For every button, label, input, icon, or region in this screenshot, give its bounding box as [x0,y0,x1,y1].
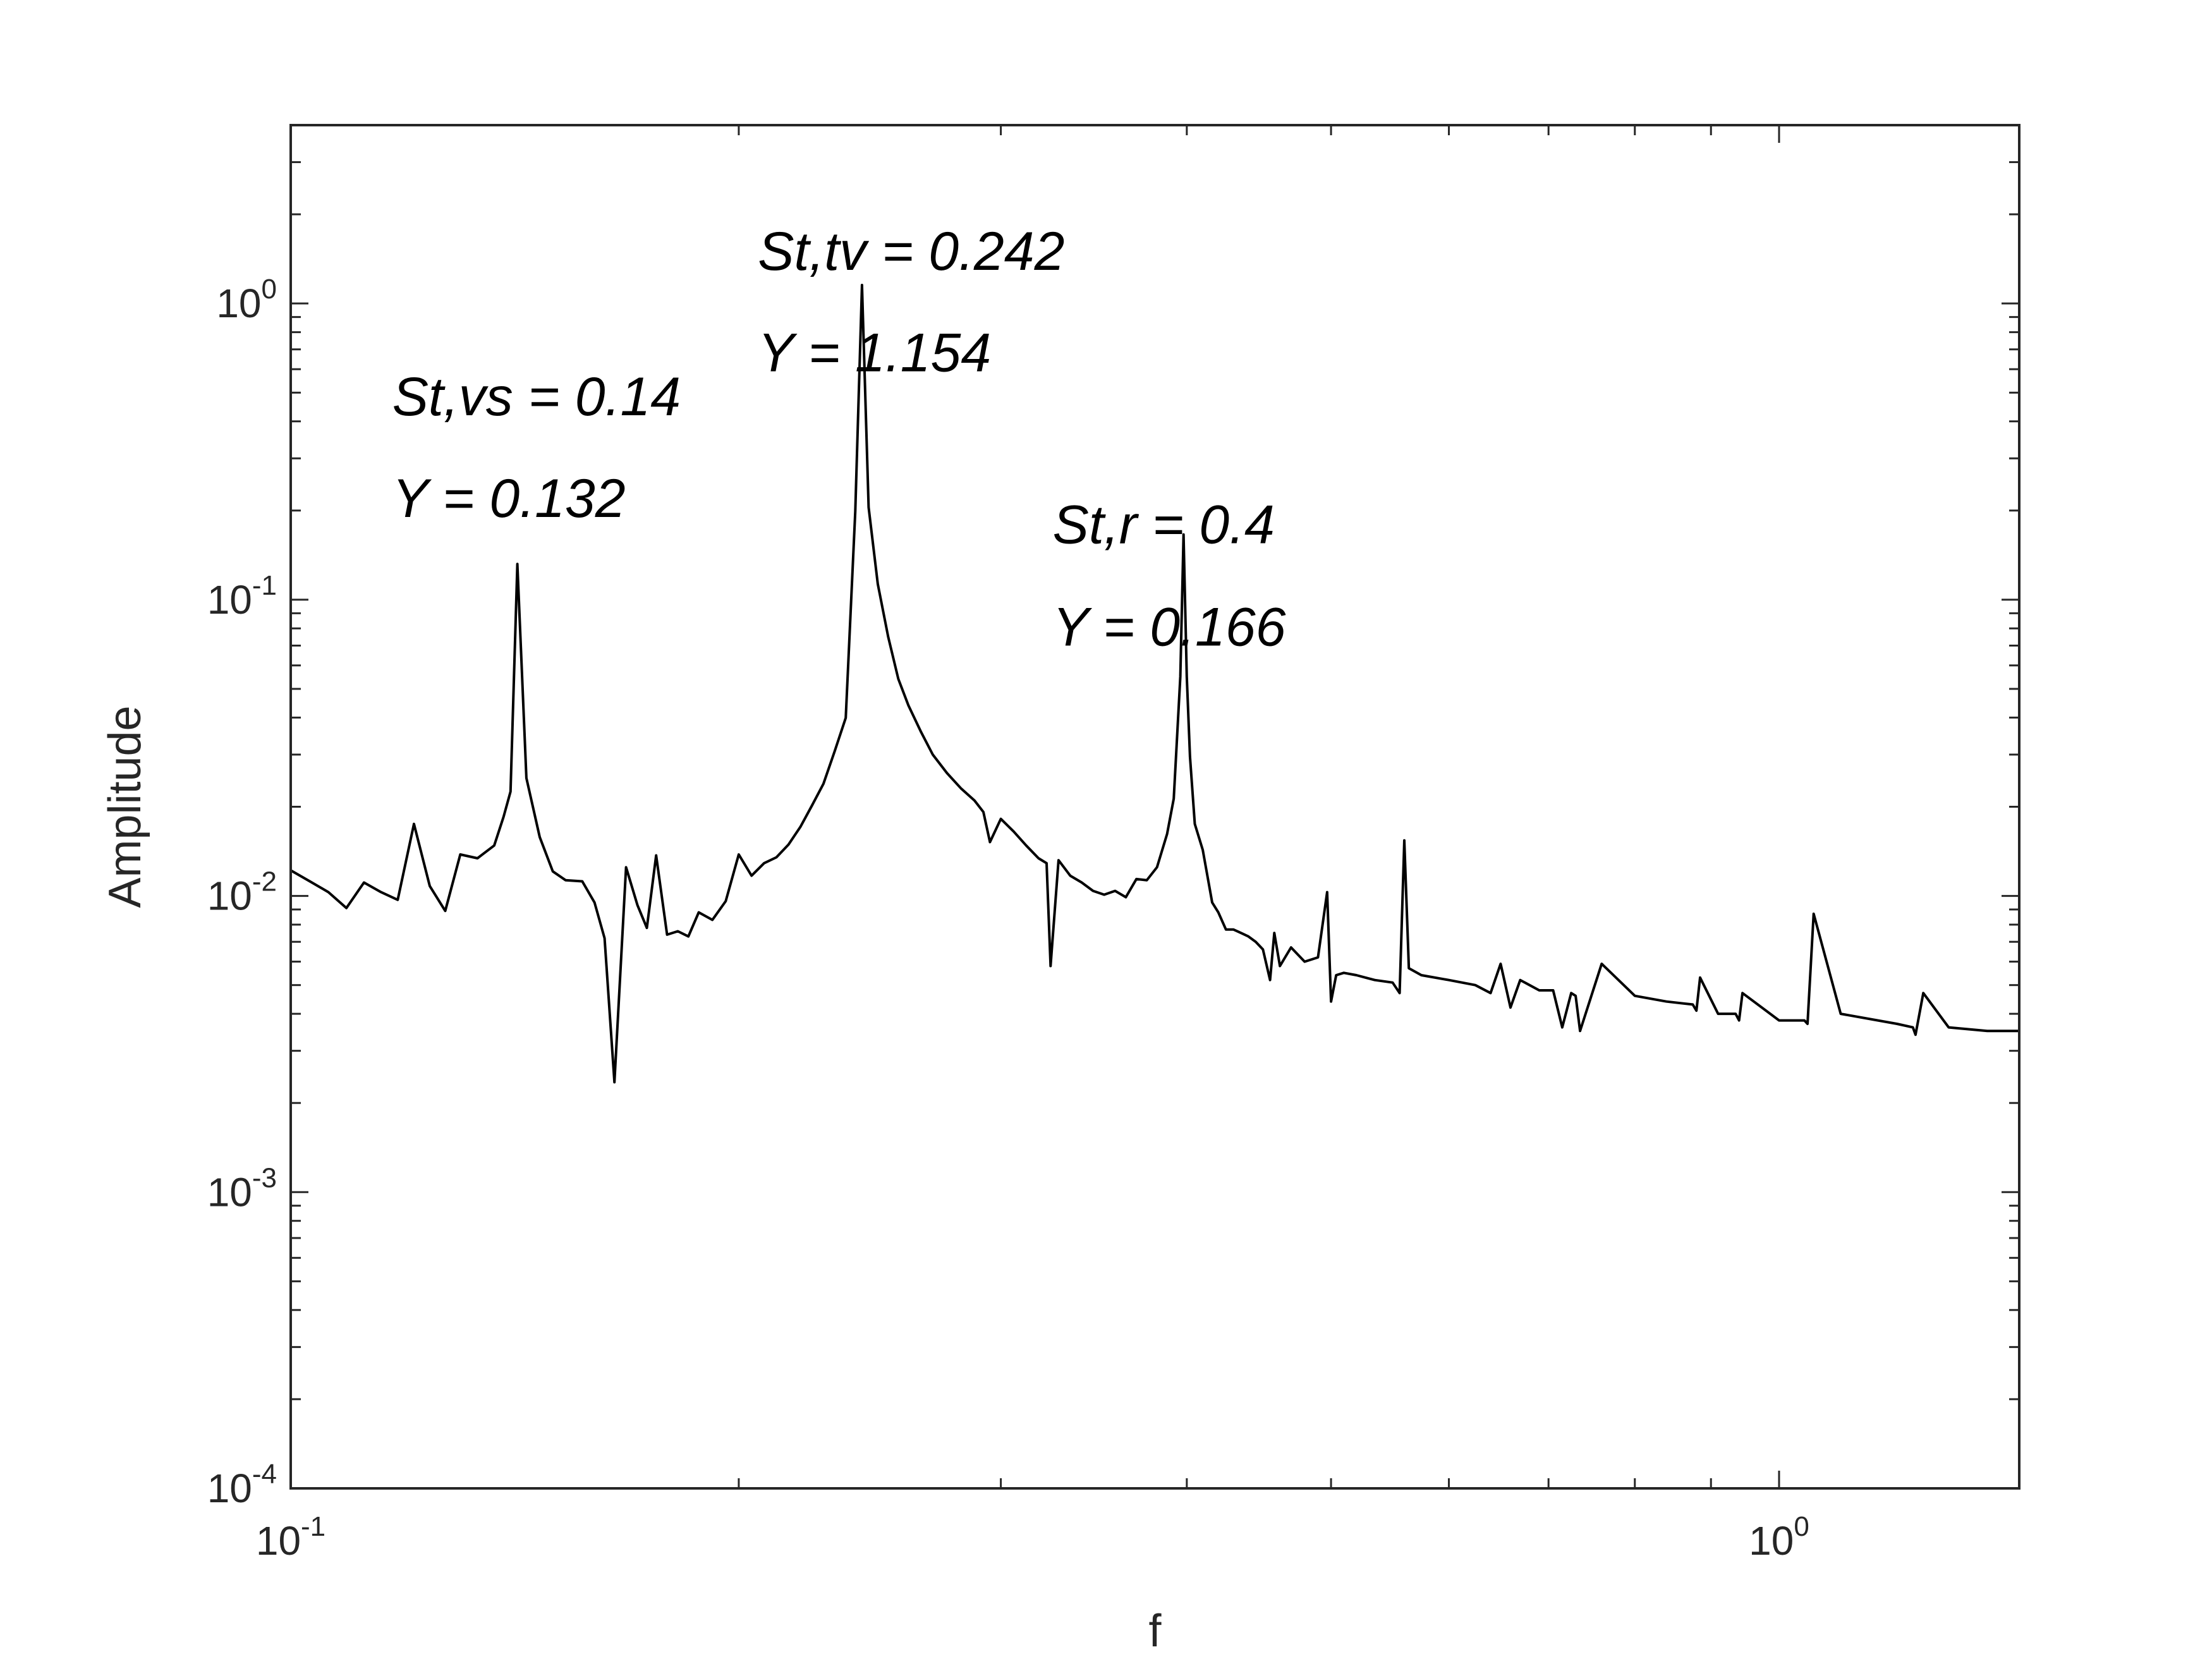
y-tick-label: 10-1 [207,570,277,623]
y-tick-label: 10-3 [207,1162,277,1215]
peak-annotations: St,vs = 0.14 Y = 0.132 St,tv = 0.242 Y = 1.… [392,221,1286,658]
peak-annotation-label: St,tv = 0.242 [758,221,1064,282]
y-tick-label: 10-4 [207,1459,277,1511]
peak-annotation-value: Y = 0.132 [392,468,626,529]
peak-annotation-label: St,r = 0.4 [1052,495,1274,556]
x-tick-label: 10-1 [256,1511,325,1564]
plot-area-box [289,124,2021,1490]
y-tick-label: 100 [216,274,277,326]
peak-annotation-value: Y = 0.166 [1052,597,1285,657]
axis-ticks [289,124,2019,1490]
x-tick-label: 100 [1749,1511,1809,1564]
peak-annotation-label: St,vs = 0.14 [392,367,681,427]
amplitude-series-line [290,284,2019,1084]
x-axis-label: f [1148,1606,1162,1656]
peak-annotation-value: Y = 1.154 [758,323,991,384]
y-tick-label: 10-2 [207,866,277,919]
y-axis-label: Amplitude [100,705,150,908]
